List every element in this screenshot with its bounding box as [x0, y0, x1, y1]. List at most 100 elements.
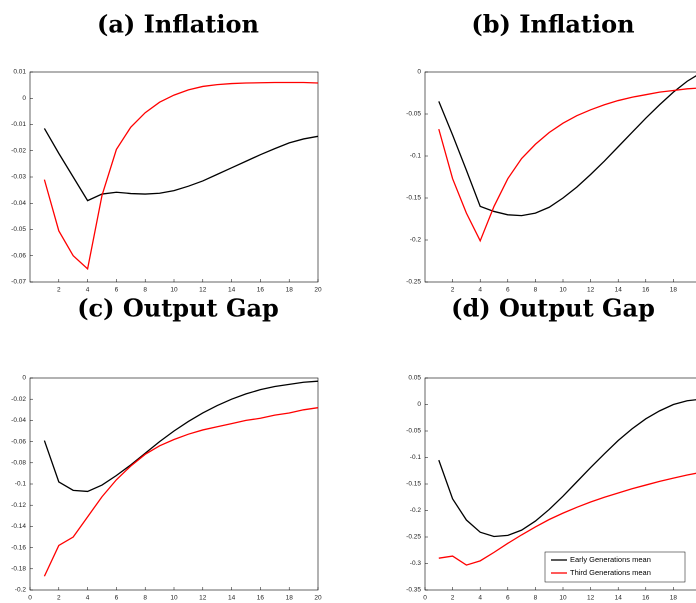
y-tick-label: 0.05: [408, 375, 421, 382]
y-tick-label: -0.2: [410, 507, 422, 514]
y-tick-label: -0.1: [410, 153, 422, 160]
x-tick-label: 16: [642, 287, 650, 294]
legend-label: Early Generations mean: [570, 555, 651, 564]
y-tick-label: -0.25: [406, 279, 421, 286]
y-tick-label: -0.15: [406, 195, 421, 202]
x-tick-label: 10: [559, 595, 567, 602]
series-line: [438, 472, 696, 566]
y-tick-label: -0.35: [406, 587, 421, 594]
x-tick-label: 12: [587, 287, 595, 294]
y-tick-label: -0.1: [15, 481, 27, 488]
x-tick-label: 18: [670, 595, 678, 602]
x-tick-label: 8: [534, 595, 538, 602]
x-tick-label: 4: [478, 595, 482, 602]
y-tick-label: -0.01: [11, 121, 26, 128]
series-line: [438, 87, 696, 243]
x-tick-label: 16: [642, 595, 650, 602]
x-tick-label: 20: [314, 595, 322, 602]
plot-frame: [29, 377, 319, 591]
x-tick-label: 10: [170, 287, 178, 294]
panel: (a) Inflation -0.07 -0.06 -0.05 -0.04 -0.03 -0…: [11, 10, 322, 294]
y-tick-label: -0.06: [11, 252, 26, 259]
panel: (b) Inflation -0.25 -0.2 -0.15 -0.1 -0.05 0 2 4 6…: [406, 10, 696, 294]
x-tick-label: 4: [86, 595, 90, 602]
x-tick-label: 2: [57, 595, 61, 602]
panel-title: (d) Output Gap: [451, 294, 655, 323]
x-tick-label: 6: [115, 287, 119, 294]
x-tick-label: 4: [478, 287, 482, 294]
x-tick-label: 14: [615, 595, 623, 602]
y-tick-label: 0.01: [13, 69, 26, 76]
y-tick-label: -0.05: [406, 111, 421, 118]
y-tick-label: -0.12: [11, 502, 26, 509]
x-tick-label: 6: [506, 287, 510, 294]
y-tick-label: 0: [22, 95, 26, 102]
x-tick-label: 18: [286, 595, 294, 602]
y-tick-label: -0.1: [410, 454, 422, 461]
x-tick-label: 6: [506, 595, 510, 602]
y-tick-label: -0.04: [11, 417, 26, 424]
x-tick-label: 2: [451, 287, 455, 294]
x-tick-label: 6: [115, 595, 119, 602]
x-tick-label: 14: [228, 595, 236, 602]
x-tick-label: 16: [257, 595, 265, 602]
y-tick-label: -0.04: [11, 200, 26, 207]
x-tick-label: 0: [28, 595, 32, 602]
x-tick-label: 12: [199, 287, 207, 294]
y-tick-label: -0.25: [406, 534, 421, 541]
plot-frame: [29, 71, 319, 283]
x-tick-label: 4: [86, 287, 90, 294]
y-tick-label: -0.2: [15, 587, 27, 594]
legend-label: Third Generations mean: [570, 568, 651, 577]
y-tick-label: -0.05: [11, 226, 26, 233]
series-line: [438, 399, 696, 538]
x-tick-label: 0: [423, 595, 427, 602]
series-line: [438, 75, 696, 217]
series-line: [43, 81, 319, 271]
y-tick-label: -0.03: [11, 174, 26, 181]
x-tick-label: 16: [257, 287, 265, 294]
x-tick-label: 18: [670, 287, 678, 294]
x-tick-label: 8: [143, 595, 147, 602]
plot-frame: [424, 71, 696, 283]
x-tick-label: 8: [534, 287, 538, 294]
y-tick-label: -0.2: [410, 237, 422, 244]
x-tick-label: 14: [228, 287, 236, 294]
panel: (c) Output Gap-0.2-0.18-0.16-0.14-0.12-0…: [11, 294, 322, 602]
series-line: [43, 407, 319, 577]
y-tick-label: -0.16: [11, 544, 26, 551]
y-tick-label: -0.02: [11, 396, 26, 403]
panel-title: (c) Output Gap: [77, 294, 279, 323]
y-tick-label: -0.3: [410, 560, 422, 567]
page: (a) Inflation -0.07 -0.06 -0.05 -0.04 -0.03 -0…: [11, 10, 696, 602]
y-tick-label: -0.07: [11, 279, 26, 286]
x-tick-label: 10: [170, 595, 178, 602]
y-tick-label: -0.06: [11, 438, 26, 445]
legend-box: [544, 551, 686, 583]
y-tick-label: 0: [417, 69, 421, 76]
y-tick-label: -0.18: [11, 566, 26, 573]
x-tick-label: 18: [286, 287, 294, 294]
panel: (d) Output Gap -0.35 -0.3 -0.25 -0.2 -0.15 -0.…: [406, 294, 696, 602]
x-tick-label: 2: [57, 287, 61, 294]
legend: Early Generations mean Third Generations …: [544, 551, 686, 583]
y-tick-label: -0.08: [11, 460, 26, 467]
x-tick-label: 12: [199, 595, 207, 602]
series-line: [43, 128, 319, 202]
x-tick-label: 10: [559, 287, 567, 294]
x-tick-label: 8: [143, 287, 147, 294]
y-tick-label: 0: [417, 401, 421, 408]
y-tick-label: -0.02: [11, 147, 26, 154]
y-tick-label: -0.14: [11, 523, 26, 530]
x-tick-label: 2: [451, 595, 455, 602]
series-line: [43, 380, 319, 493]
y-tick-label: -0.15: [406, 481, 421, 488]
y-tick-label: 0: [22, 375, 26, 382]
x-tick-label: 20: [314, 287, 322, 294]
x-tick-label: 14: [615, 287, 623, 294]
panel-title: (a) Inflation: [97, 10, 259, 39]
x-tick-label: 12: [587, 595, 595, 602]
y-tick-label: -0.05: [406, 428, 421, 435]
panel-title: (b) Inflation: [471, 10, 634, 39]
